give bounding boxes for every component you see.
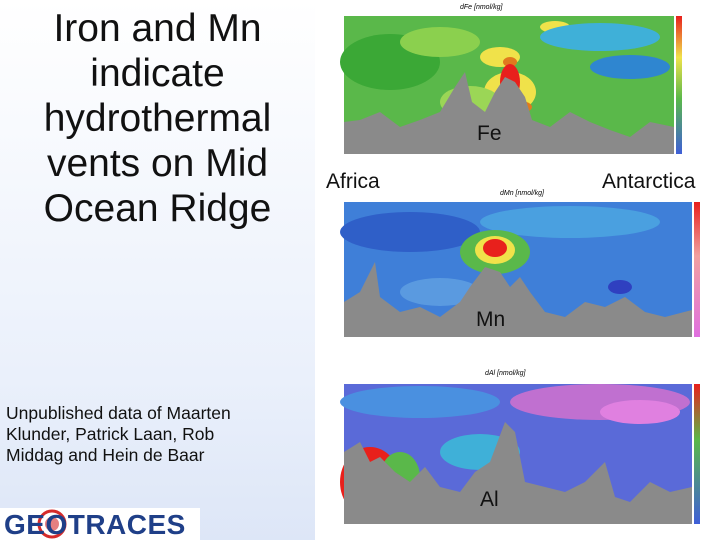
mn-section-plot: dMn [nmol/kg] Mn xyxy=(320,190,716,352)
fe-plot-svg xyxy=(320,2,716,168)
mn-plot-svg xyxy=(320,192,716,352)
logo-graphic xyxy=(0,508,200,540)
geotraces-logo: GEOTRACES xyxy=(0,508,200,540)
fe-label: Fe xyxy=(477,122,502,145)
fe-plot-header: dFe [nmol/kg] xyxy=(460,4,503,11)
slide-left-panel xyxy=(0,0,315,540)
mn-label: Mn xyxy=(476,308,506,331)
africa-label: Africa xyxy=(326,170,380,193)
logo-text: GEOTRACES xyxy=(4,509,186,540)
credit-text: Unpublished data of Maarten Klunder, Pat… xyxy=(6,403,231,465)
al-plot-svg xyxy=(320,372,716,538)
fe-section-plot: dFe [nmol/kg] Fe xyxy=(320,2,716,168)
al-plot-header: dAl [nmol/kg] xyxy=(485,370,526,377)
mn-plot-header: dMn [nmol/kg] xyxy=(500,190,544,197)
antarctica-label: Antarctica xyxy=(602,170,696,193)
al-section-plot: dAl [nmol/kg] Al xyxy=(320,370,716,538)
slide-title: Iron and Mn indicate hydrothermal vents … xyxy=(43,7,272,230)
al-label: Al xyxy=(480,488,499,511)
